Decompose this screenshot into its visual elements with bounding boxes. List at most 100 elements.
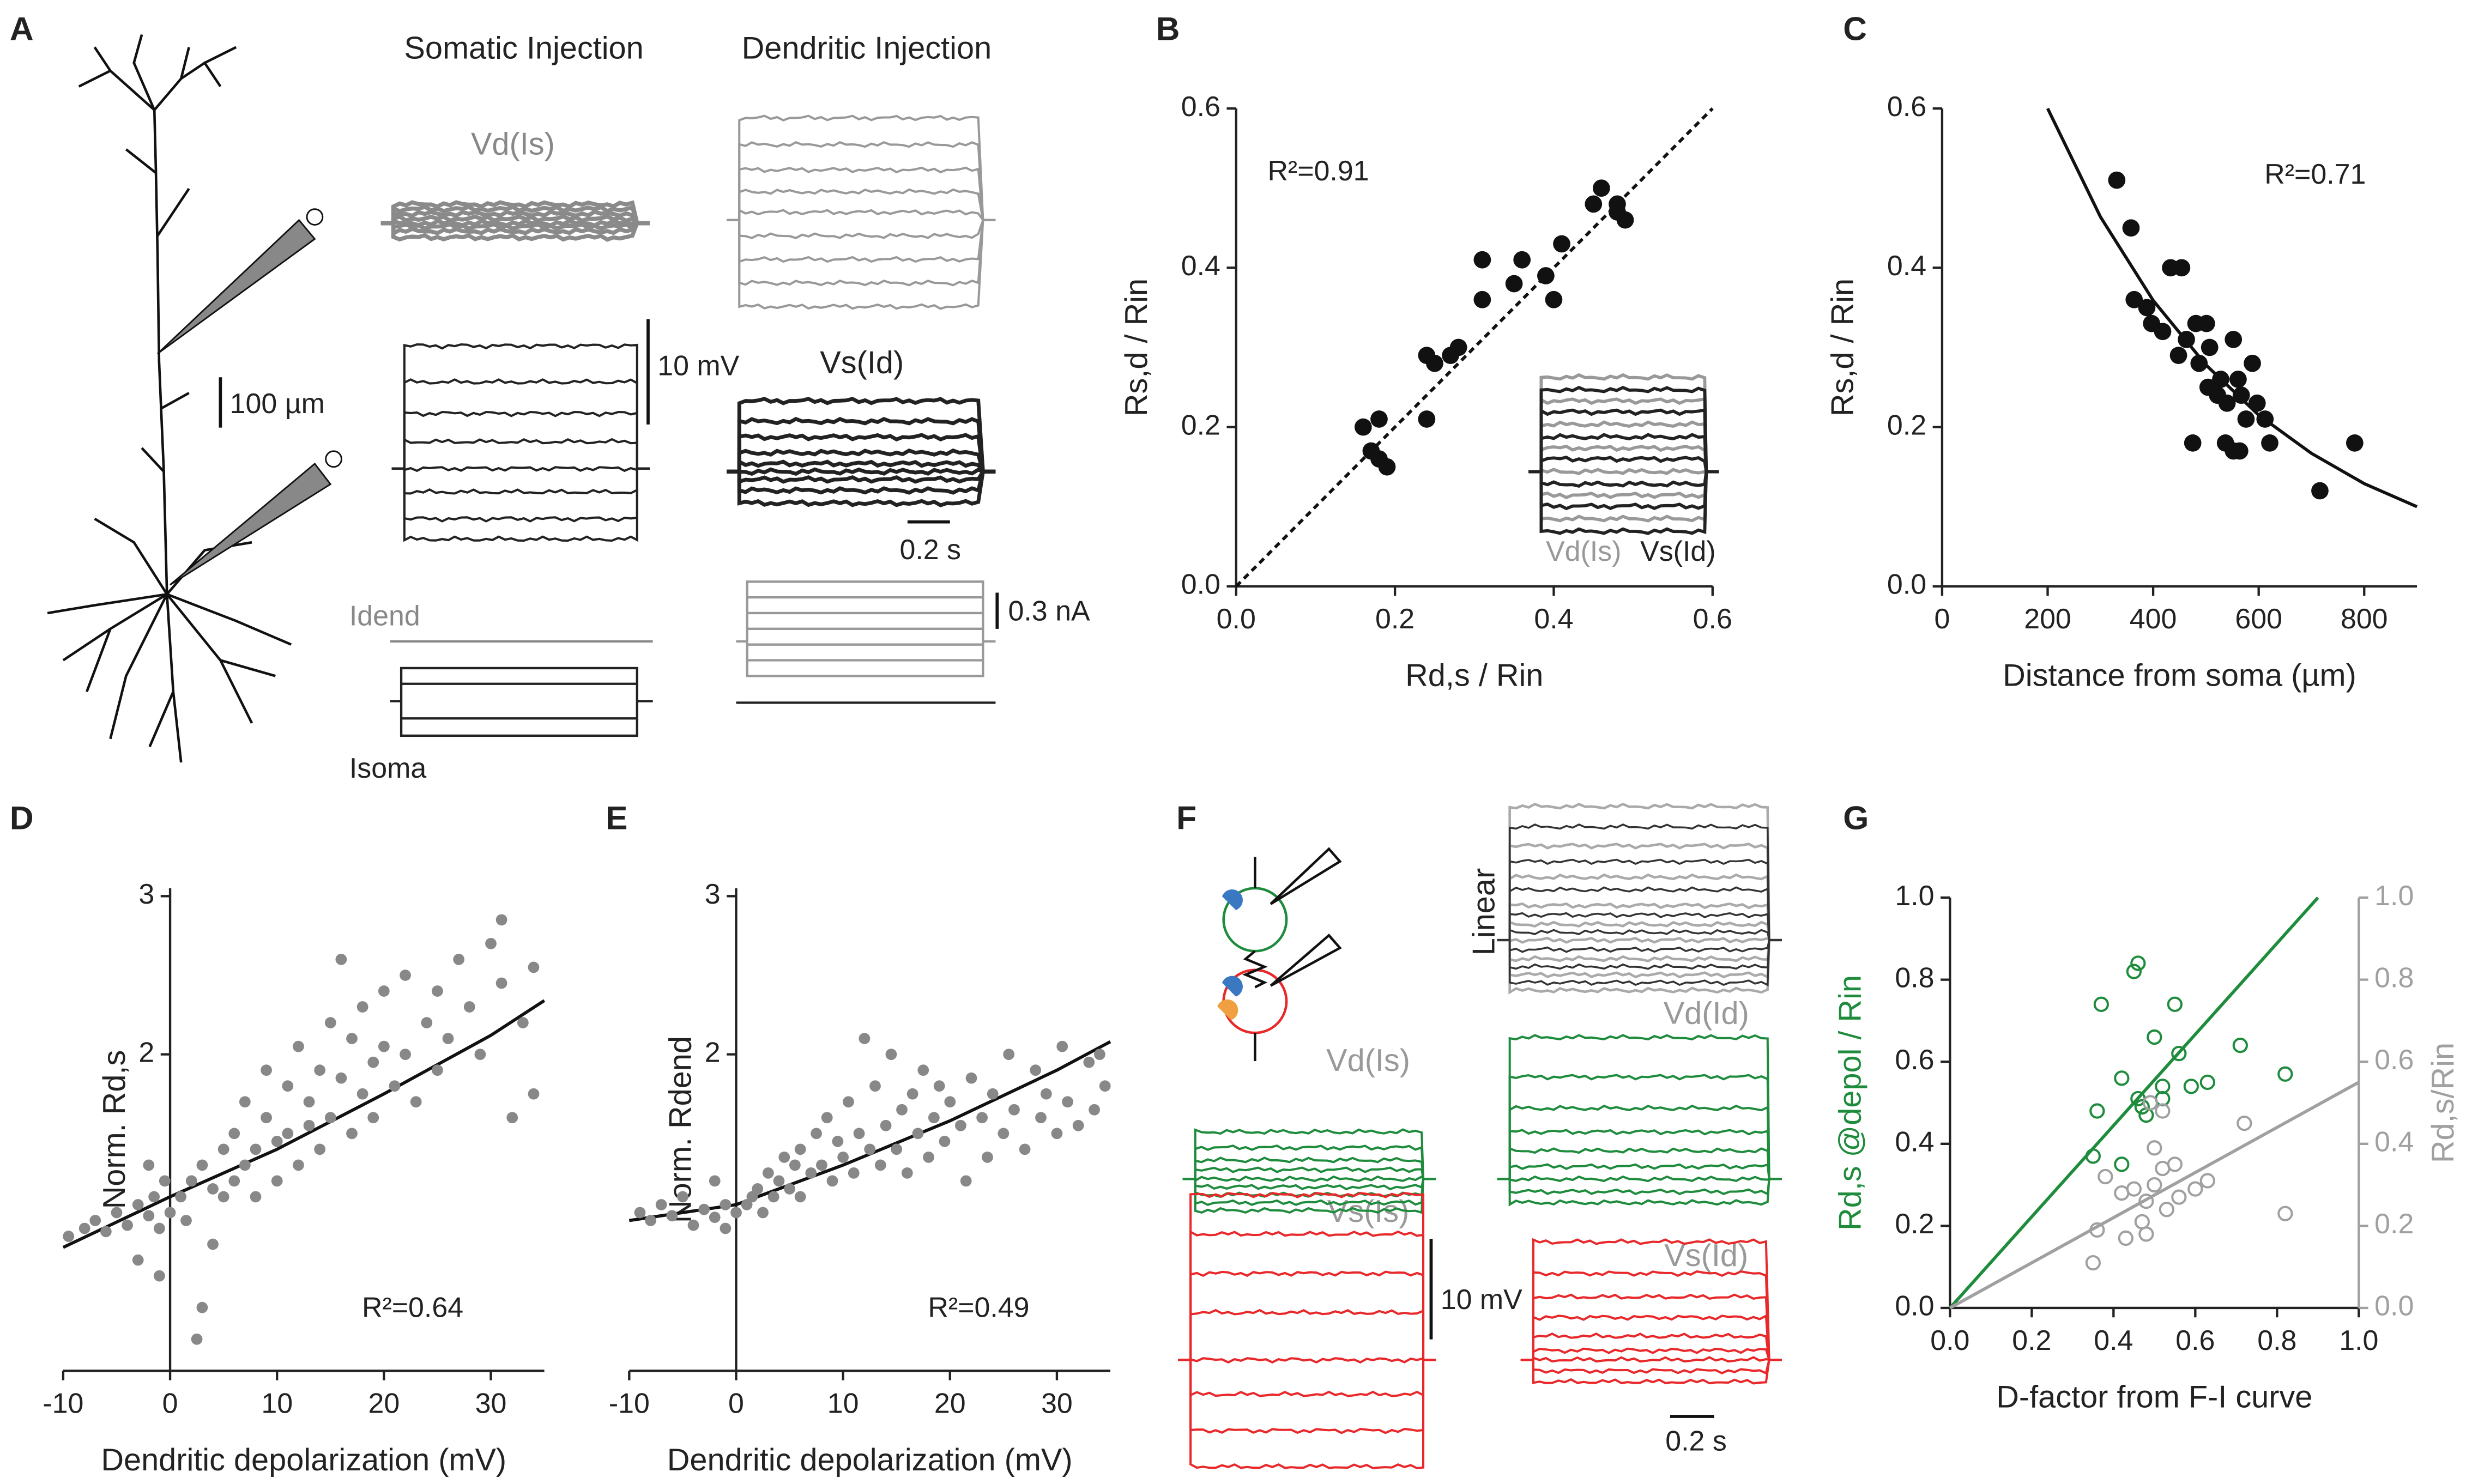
data-point [2225, 331, 2243, 348]
data-point [960, 1175, 972, 1187]
data-point [821, 1112, 833, 1124]
data-point [421, 1017, 433, 1028]
data-point [976, 1112, 988, 1124]
data-point [2125, 290, 2143, 308]
data-point [132, 1254, 144, 1266]
panel-label: B [1156, 10, 1180, 47]
data-point [2178, 331, 2195, 348]
trace [391, 343, 650, 470]
trace [391, 466, 650, 473]
data-point [175, 1191, 187, 1203]
data-point [506, 1112, 518, 1124]
current-label: Isoma [349, 753, 426, 784]
data-point [2229, 371, 2247, 388]
data-point [1072, 1119, 1084, 1131]
trace [380, 200, 650, 226]
data-point [378, 1040, 390, 1052]
y2-tick-label: 0.2 [2374, 1208, 2414, 1240]
trace [1497, 939, 1782, 970]
trace [380, 214, 650, 226]
trace [1178, 1359, 1436, 1434]
data-point [2232, 386, 2250, 404]
trace [1497, 1163, 1782, 1180]
data-point [528, 961, 540, 973]
data-point [746, 1191, 758, 1203]
data-point [2232, 1037, 2248, 1053]
data-point [837, 1151, 849, 1163]
data-point [2248, 394, 2266, 412]
y-tick-label: 0.4 [1181, 250, 1220, 282]
data-point [303, 1119, 315, 1131]
trace [1497, 939, 1782, 986]
data-point [122, 1219, 133, 1231]
trace [1528, 397, 1719, 474]
trace [1528, 456, 1719, 474]
data-point [2089, 1222, 2105, 1238]
trace [1497, 912, 1782, 941]
scale-label: 10 mV [1441, 1284, 1522, 1316]
data-point [874, 1159, 886, 1171]
trace [1520, 1332, 1782, 1361]
data-point [784, 1183, 795, 1195]
scale-label: 0.3 nA [1008, 596, 1090, 627]
data-point [250, 1143, 262, 1155]
y-tick-label: 0.0 [1181, 569, 1220, 601]
y-tick-label: 0.4 [1895, 1126, 1934, 1158]
trace [1182, 1128, 1436, 1180]
data-point [923, 1151, 934, 1163]
x-tick-label: 20 [934, 1388, 966, 1419]
trace [380, 221, 650, 237]
data-point [1030, 1064, 1042, 1076]
annotation: R²=0.64 [362, 1292, 463, 1324]
trace [1182, 1156, 1436, 1180]
fit-line [2046, 107, 2418, 508]
inset-label: Vd(Is) [1546, 536, 1621, 567]
trace [1178, 1356, 1436, 1364]
y2-tick-label: 0.8 [2374, 962, 2414, 994]
trace [1497, 928, 1782, 941]
data-point [720, 1222, 732, 1234]
y-tick-label: 0.2 [1181, 409, 1220, 441]
data-point [2118, 1230, 2133, 1246]
data-point [2147, 1140, 2162, 1156]
trace [380, 218, 650, 228]
data-point [2212, 371, 2229, 388]
x-tick-label: 10 [827, 1388, 859, 1419]
data-point [773, 1175, 785, 1187]
trace [391, 378, 650, 470]
data-point [356, 1001, 368, 1013]
x-axis-label: D-factor from F-I curve [1996, 1379, 2312, 1414]
data-point [2311, 482, 2329, 500]
x-tick-label: 0 [728, 1388, 744, 1419]
x-tick-label: 400 [2130, 603, 2177, 635]
data-point [293, 1040, 304, 1052]
data-point [2108, 171, 2126, 189]
data-point [1008, 1104, 1020, 1116]
neuron [47, 34, 292, 763]
trace [1497, 1074, 1782, 1180]
data-point [666, 1210, 678, 1222]
data-point [864, 1143, 876, 1155]
data-point [474, 1049, 486, 1061]
data-point [1449, 338, 1467, 356]
trace [1497, 1034, 1782, 1180]
data-point [1537, 267, 1555, 284]
trace [380, 221, 650, 231]
y-axis-label: Rs,d / Rin [1825, 278, 1860, 416]
trace [1497, 873, 1782, 942]
fit-line [1235, 107, 1714, 587]
y-tick-label: 3 [138, 879, 154, 910]
scale-label: 100 µm [230, 388, 325, 420]
data-point [939, 1135, 951, 1147]
data-point [998, 1128, 1010, 1140]
y2-tick-label: 0.6 [2374, 1044, 2414, 1076]
data-point [324, 1112, 336, 1124]
data-point [757, 1207, 769, 1219]
data-point [2171, 1046, 2187, 1062]
y-tick-label: 0.6 [1887, 91, 1926, 123]
data-point [2218, 394, 2236, 412]
trace [1497, 938, 1782, 979]
data-point [196, 1301, 208, 1313]
